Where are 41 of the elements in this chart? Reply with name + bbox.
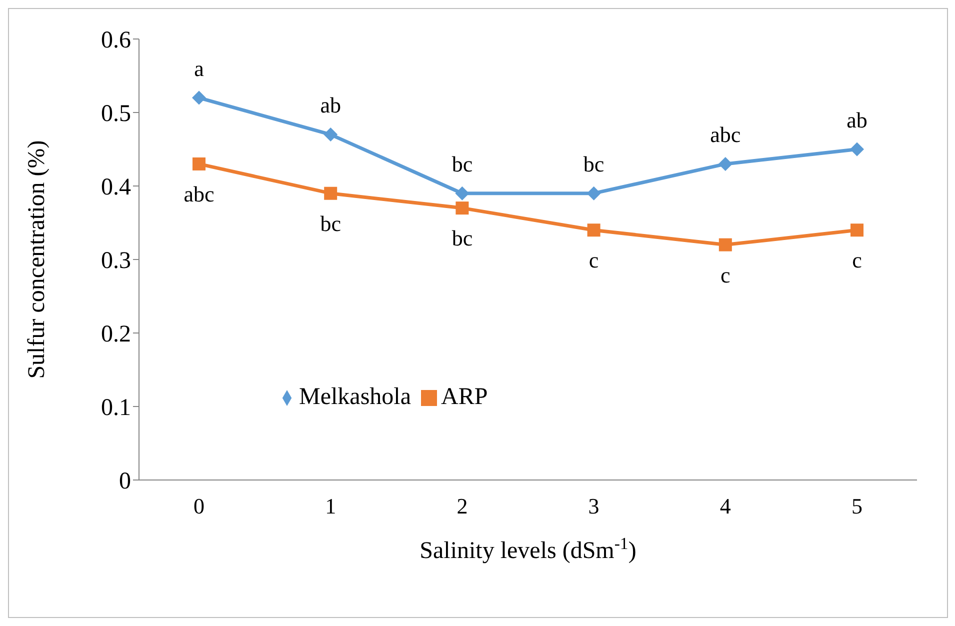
x-axis-title: Salinity levels (dSm$^{-1}$) (420, 534, 636, 564)
annotation: ab (846, 107, 868, 132)
point (850, 224, 864, 237)
point (586, 186, 601, 200)
annotation: ab (320, 92, 341, 118)
point (324, 128, 338, 142)
annotation: c (852, 248, 862, 273)
point (456, 202, 469, 215)
annotation: bc (452, 226, 473, 251)
point (324, 186, 338, 200)
annotation: a (194, 56, 204, 81)
annotation: bc (452, 151, 473, 176)
point (455, 186, 470, 200)
point (718, 238, 732, 252)
annotation: abc (184, 182, 214, 207)
annotation: c (720, 262, 731, 288)
x-tick-label: 3 (588, 494, 600, 519)
y-tick-label: 0.6 (101, 28, 131, 54)
y-tick-label: 0.4 (101, 174, 131, 201)
legend-label: Melkashola (299, 384, 411, 410)
point (850, 142, 864, 156)
legend-label: ARP (440, 384, 488, 410)
annotation: c (588, 248, 599, 273)
y-axis-title: Sulfur concentration (%) (24, 140, 50, 379)
annotation: abc (710, 122, 741, 147)
x-tick-label: 2 (456, 494, 468, 519)
annotation: bc (583, 151, 604, 176)
x-tick-label: 4 (720, 494, 731, 519)
point (192, 157, 206, 170)
y-tick-label: 0.2 (101, 322, 131, 348)
annotation: bc (320, 210, 342, 236)
y-tick-label: 0 (119, 468, 131, 495)
point (587, 224, 600, 237)
y-tick-label: 0.1 (101, 395, 131, 422)
x-tick-label: 0 (194, 494, 204, 519)
x-tick-label: 5 (852, 494, 862, 519)
x-tick-label: 1 (325, 494, 336, 519)
point (718, 156, 732, 171)
point (192, 90, 206, 105)
y-tick-label: 0.3 (101, 248, 131, 274)
y-tick-label: 0.5 (101, 101, 131, 128)
